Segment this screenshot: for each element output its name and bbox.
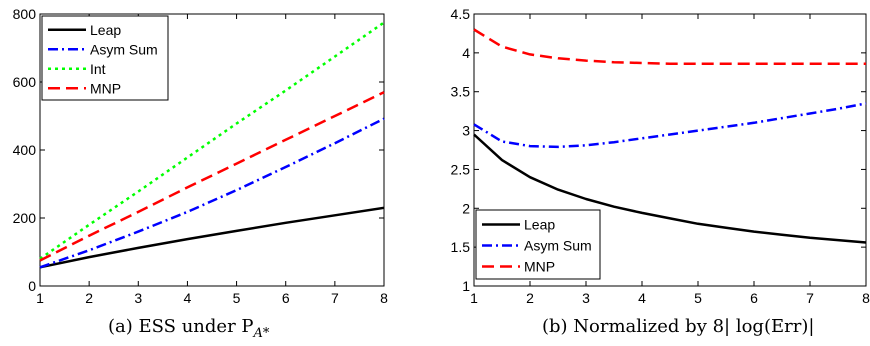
series-line-leap xyxy=(39,206,385,269)
y-tick-label: 200 xyxy=(13,210,37,226)
legend-label: MNP xyxy=(90,80,121,96)
x-tick-label: 2 xyxy=(85,290,93,306)
x-tick-label: 7 xyxy=(331,290,339,306)
caption-b: (b) Normalized by 8| log(Err)| xyxy=(542,316,814,337)
y-tick-label: 3 xyxy=(462,123,470,139)
caption-a: (a) ESS under PA* xyxy=(108,316,270,341)
legend-label: MNP xyxy=(524,259,555,275)
y-tick-label: 2.5 xyxy=(451,161,471,177)
legend-label: Leap xyxy=(524,217,555,233)
x-tick-label: 8 xyxy=(380,290,388,306)
chart-b: 1 2 3 4 5 6 7 8 1 1.5 2 2.5 3 3.5 4 4.5 Leap Asym Sum MNP xyxy=(451,6,870,306)
x-tick-label: 8 xyxy=(862,290,870,306)
chart-a: 1 2 3 4 5 6 7 8 0 200 400 600 800 Leap Asym Sum Int MNP xyxy=(13,6,388,306)
x-tick-label: 4 xyxy=(184,290,192,306)
x-tick-label: 6 xyxy=(282,290,290,306)
y-tick-label: 1 xyxy=(462,278,470,294)
y-tick-label: 4.5 xyxy=(451,6,471,22)
series-line-mnp xyxy=(473,28,866,65)
y-tick-label: 800 xyxy=(13,6,37,22)
y-tick-label: 600 xyxy=(13,74,37,90)
legend-label: Asym Sum xyxy=(524,238,592,254)
caption-a-text: (a) ESS under P xyxy=(108,316,254,337)
y-tick-label: 1.5 xyxy=(451,239,471,255)
legend-label: Int xyxy=(90,61,106,77)
y-tick-label: 400 xyxy=(13,142,37,158)
x-tick-label: 4 xyxy=(638,290,646,306)
y-tick-label: 2 xyxy=(462,200,470,216)
legend-label: Asym Sum xyxy=(90,41,158,57)
legend: Leap Asym Sum Int MNP xyxy=(41,15,169,101)
caption-a-subscript: A* xyxy=(253,326,270,341)
x-tick-label: 1 xyxy=(36,290,44,306)
x-tick-label: 6 xyxy=(750,290,758,306)
legend-label: Leap xyxy=(90,22,121,38)
y-tick-label: 3.5 xyxy=(451,84,471,100)
y-tick-label: 4 xyxy=(462,45,470,61)
x-tick-label: 1 xyxy=(470,290,478,306)
x-tick-label: 5 xyxy=(694,290,702,306)
x-tick-label: 3 xyxy=(134,290,142,306)
x-tick-label: 2 xyxy=(526,290,534,306)
series-line-leap xyxy=(473,133,867,244)
series-line-asym-sum xyxy=(39,117,385,269)
legend: Leap Asym Sum MNP xyxy=(475,209,601,280)
x-tick-label: 3 xyxy=(582,290,590,306)
y-tick-label: 0 xyxy=(28,278,36,294)
x-tick-label: 7 xyxy=(806,290,814,306)
x-tick-label: 5 xyxy=(233,290,241,306)
series-line-asym-sum xyxy=(473,102,867,149)
series-line-mnp xyxy=(39,91,385,262)
